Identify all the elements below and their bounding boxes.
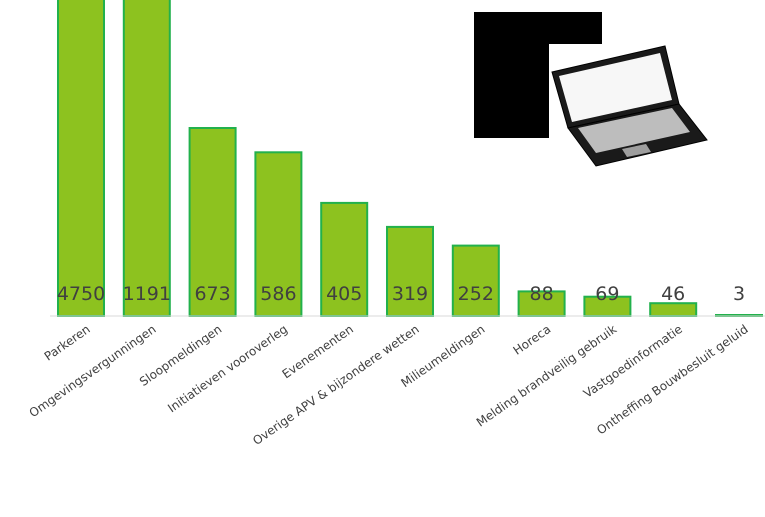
- bar-6: [451, 244, 500, 318]
- value-labels-group: 4750 1191 673 586 405 319 252 88 69 46 3: [57, 283, 745, 305]
- value-label-0: 4750: [57, 283, 105, 305]
- value-label-10: 3: [733, 283, 745, 305]
- bar-5: [386, 225, 434, 317]
- value-label-1: 1191: [123, 283, 171, 305]
- value-label-3: 586: [260, 283, 296, 305]
- category-labels-group: ParkerenOmgevingsvergunningenSloopmeldin…: [27, 322, 751, 448]
- value-label-4: 405: [326, 283, 362, 305]
- bar-2: [188, 127, 237, 317]
- value-label-6: 252: [458, 283, 494, 305]
- bar-3: [254, 151, 303, 317]
- category-label-1: Omgevingsvergunningen: [27, 322, 159, 420]
- bar-1: [122, 0, 171, 317]
- category-label-0: Parkeren: [42, 322, 93, 364]
- bar-0: [57, 0, 105, 317]
- value-label-5: 319: [392, 283, 428, 305]
- laptop-with-charts-icon: [474, 12, 708, 167]
- laptop-icon: [551, 45, 708, 167]
- value-label-9: 46: [661, 283, 685, 305]
- value-label-8: 69: [595, 283, 619, 305]
- category-label-7: Horeca: [511, 322, 554, 358]
- bars-group: [57, 0, 763, 318]
- category-label-3: Initiatieven vooroverleg: [165, 322, 290, 415]
- black-block-left: [474, 12, 549, 138]
- bar-9: [649, 302, 698, 318]
- value-label-7: 88: [530, 283, 554, 305]
- value-label-2: 673: [194, 283, 230, 305]
